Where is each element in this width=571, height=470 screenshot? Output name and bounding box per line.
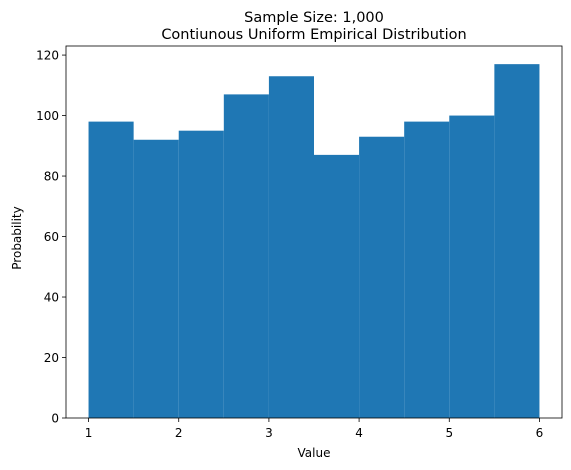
y-axis-label: Probability bbox=[10, 206, 24, 269]
histogram-bar bbox=[268, 76, 314, 419]
x-axis-label: Value bbox=[298, 446, 331, 460]
y-tick-label: 60 bbox=[44, 230, 59, 244]
histogram-bar bbox=[223, 94, 269, 418]
x-tick-label: 6 bbox=[536, 426, 544, 440]
y-tick-label: 80 bbox=[44, 170, 59, 184]
histogram-bar bbox=[494, 64, 540, 419]
histogram-bar bbox=[404, 121, 450, 419]
histogram-bar bbox=[133, 139, 179, 418]
histogram-bar bbox=[449, 115, 495, 418]
histogram-bar bbox=[88, 121, 134, 419]
y-tick-label: 0 bbox=[51, 412, 59, 426]
x-tick-label: 3 bbox=[265, 426, 273, 440]
y-tick-label: 20 bbox=[44, 351, 59, 365]
x-tick-label: 5 bbox=[445, 426, 453, 440]
chart-title: Sample Size: 1,000 bbox=[244, 10, 384, 26]
y-tick-label: 120 bbox=[36, 49, 59, 63]
x-tick-label: 2 bbox=[175, 426, 183, 440]
histogram-bar bbox=[359, 136, 405, 419]
x-tick-label: 1 bbox=[85, 426, 93, 440]
histogram-bar bbox=[314, 154, 360, 418]
plot-frame bbox=[65, 45, 563, 419]
y-tick-label: 100 bbox=[36, 109, 59, 123]
x-tick-label: 4 bbox=[355, 426, 363, 440]
chart-subtitle: Contiunous Uniform Empirical Distributio… bbox=[161, 27, 466, 43]
bars-group bbox=[88, 64, 540, 419]
histogram-bar bbox=[178, 130, 224, 418]
y-tick-label: 40 bbox=[44, 291, 59, 305]
